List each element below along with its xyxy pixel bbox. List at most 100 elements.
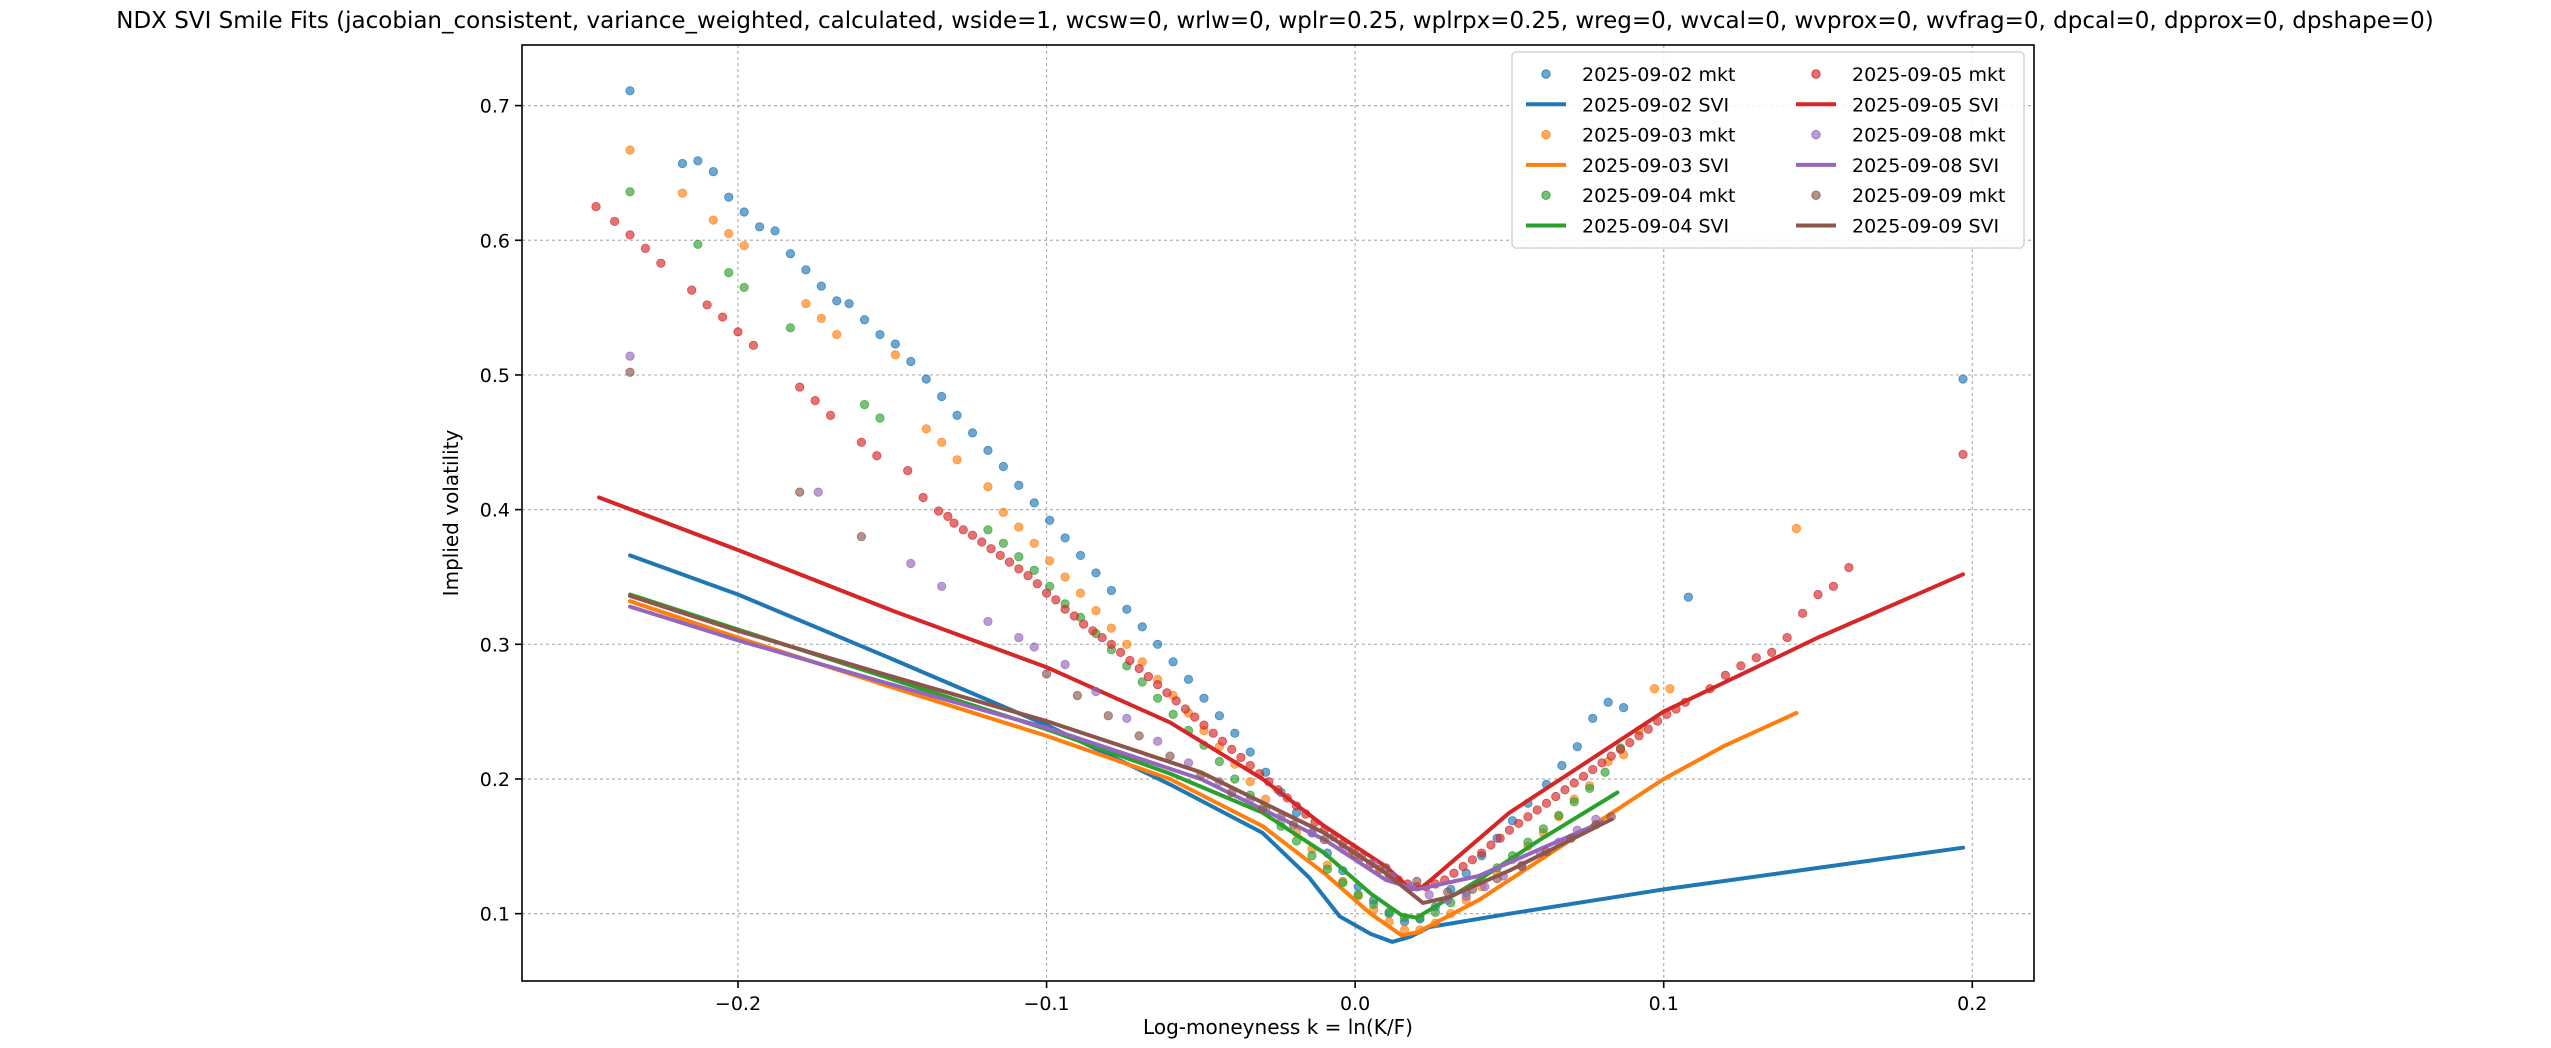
mkt-point (1625, 738, 1635, 748)
mkt-point (937, 391, 947, 402)
mkt-point (1075, 550, 1086, 561)
mkt-point (1190, 712, 1200, 722)
mkt-point (724, 268, 734, 278)
mkt-point (1183, 674, 1194, 684)
legend-label: 2025-09-05 SVI (1852, 94, 1999, 116)
mkt-point (983, 525, 993, 535)
mkt-point (958, 525, 968, 535)
mkt-point (1844, 562, 1854, 573)
mkt-point (1106, 585, 1116, 596)
mkt-point (1029, 498, 1039, 508)
mkt-point (995, 550, 1005, 561)
mkt-point (1214, 756, 1224, 767)
mkt-point (1106, 639, 1116, 649)
mkt-point (1168, 657, 1178, 667)
mkt-point (770, 226, 780, 236)
mkt-point (1597, 758, 1607, 768)
mkt-point (937, 437, 947, 447)
mkt-point (1551, 791, 1561, 802)
mkt-point (844, 298, 854, 309)
mkt-point (875, 329, 885, 340)
legend-label: 2025-09-08 SVI (1852, 155, 1999, 177)
mkt-point (795, 487, 805, 497)
mkt-point (1736, 661, 1746, 671)
y-tick-label: 0.4 (480, 500, 510, 522)
mkt-point (986, 544, 996, 554)
x-axis-label: Log-moneyness k = ln(K/F) (1143, 1015, 1413, 1039)
mkt-point (625, 145, 635, 155)
svi-line (628, 599, 1799, 938)
mkt-point (1060, 659, 1070, 670)
mkt-point (1288, 820, 1299, 830)
x-tick-label: −0.2 (715, 993, 761, 1015)
mkt-point (813, 487, 823, 497)
svi-line (628, 553, 1965, 944)
mkt-point (1449, 868, 1459, 878)
mkt-point (1029, 565, 1039, 575)
legend-marker (1811, 130, 1821, 140)
mkt-point (998, 507, 1008, 517)
series-2025-09-03 (625, 145, 1802, 938)
legend-marker (1811, 190, 1821, 200)
y-tick-label: 0.5 (480, 365, 510, 387)
mkt-point (1045, 515, 1055, 526)
mkt-point (1569, 797, 1579, 807)
mkt-point (1045, 556, 1055, 566)
mkt-point (906, 356, 916, 367)
mkt-point (708, 215, 718, 225)
mkt-point (1032, 579, 1042, 589)
mkt-point (1153, 680, 1163, 690)
mkt-point (693, 239, 703, 249)
svi-line (628, 592, 1620, 920)
mkt-point (810, 395, 820, 406)
mkt-point (1424, 890, 1434, 900)
legend-label: 2025-09-02 SVI (1582, 94, 1729, 116)
mkt-point (1214, 711, 1224, 721)
mkt-point (625, 351, 635, 361)
legend-marker (1811, 69, 1821, 79)
mkt-point (625, 86, 635, 96)
mkt-point (1461, 891, 1471, 901)
mkt-point (1217, 736, 1228, 746)
y-tick-label: 0.1 (480, 904, 510, 926)
mkt-point (1199, 720, 1209, 730)
mkt-point (1245, 747, 1255, 757)
mkt-point (903, 465, 913, 476)
mkt-point (801, 298, 811, 309)
mkt-point (859, 315, 870, 325)
mkt-point (693, 156, 703, 166)
mkt-point (1514, 818, 1524, 829)
mkt-point (1958, 449, 1968, 460)
x-tick-label: 0.0 (1340, 993, 1370, 1015)
legend-entry: 2025-09-02 SVI (1526, 94, 1729, 116)
legend-entry: 2025-09-09 SVI (1796, 216, 1999, 238)
mkt-point (1041, 588, 1052, 598)
mkt-point (875, 413, 885, 423)
x-tick-label: 0.1 (1649, 993, 1679, 1015)
mkt-point (1004, 557, 1015, 567)
mkt-point (921, 374, 931, 384)
mkt-point (687, 285, 697, 295)
series-2025-09-09 (625, 367, 1616, 905)
mkt-point (1091, 686, 1101, 697)
mkt-point (702, 300, 712, 310)
mkt-point (1588, 764, 1598, 775)
mkt-point (1588, 713, 1598, 723)
mkt-point (1060, 533, 1070, 543)
mkt-point (1603, 697, 1613, 707)
mkt-point (739, 282, 749, 293)
mkt-point (1322, 864, 1332, 874)
legend-entry: 2025-09-04 SVI (1526, 216, 1729, 238)
y-tick-label: 0.2 (480, 769, 510, 791)
grid (522, 45, 2034, 981)
mkt-point (1477, 848, 1487, 858)
mkt-point (1813, 589, 1823, 600)
mkt-point (1051, 595, 1061, 605)
legend-entry: 2025-09-05 SVI (1796, 94, 1999, 116)
series-2025-09-02 (625, 86, 1968, 944)
mkt-point (1171, 696, 1181, 706)
y-tick-label: 0.3 (480, 634, 510, 656)
legend-label: 2025-09-05 mkt (1852, 64, 2005, 86)
mkt-point (1751, 653, 1761, 663)
